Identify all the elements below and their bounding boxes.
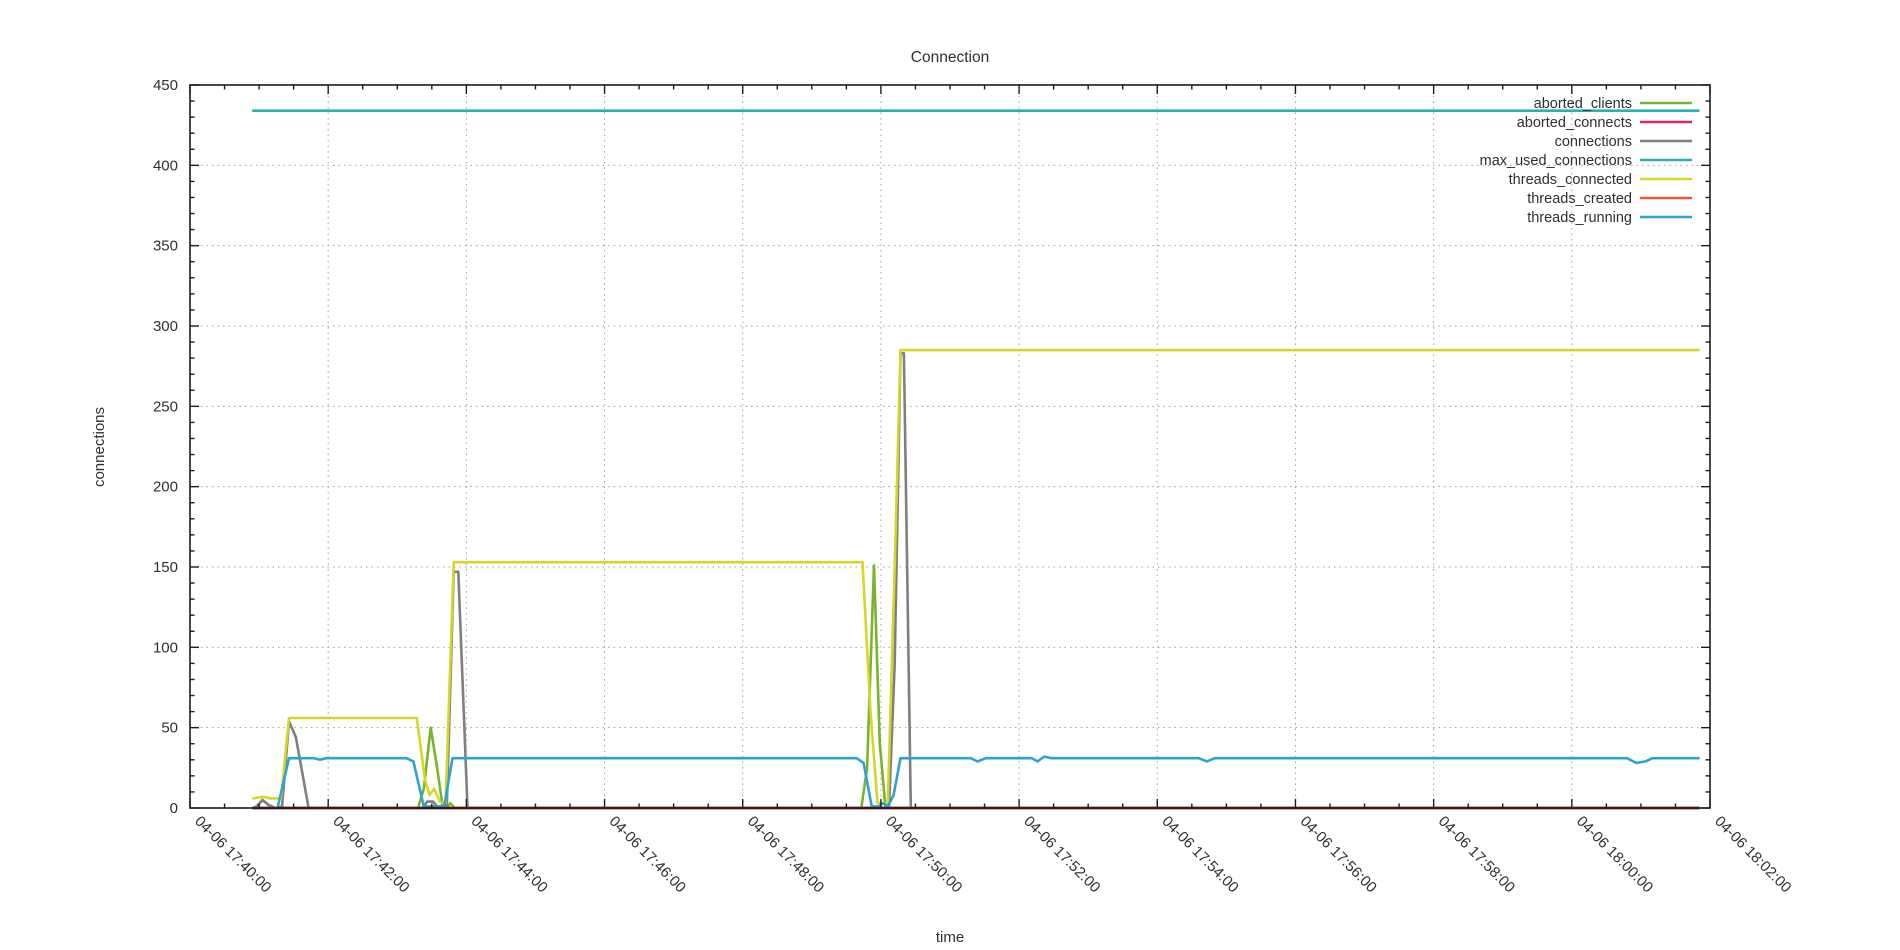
axes-and-ticks — [189, 84, 1711, 809]
legend-label: threads_running — [1527, 210, 1632, 226]
x-tick-label: 04-06 17:58:00 — [1435, 813, 1518, 896]
x-tick-label: 04-06 17:50:00 — [882, 813, 965, 896]
y-tick-label: 50 — [161, 720, 178, 737]
x-tick-label: 04-06 17:44:00 — [468, 813, 551, 896]
x-tick-label: 04-06 18:02:00 — [1711, 813, 1794, 896]
legend-label: aborted_clients — [1534, 96, 1632, 112]
series-line-aborted_clients — [252, 564, 1700, 810]
y-tick-label: 100 — [153, 639, 178, 656]
x-tick-label: 04-06 17:54:00 — [1158, 813, 1241, 896]
plot-border — [189, 84, 1711, 809]
legend-item-aborted_connects: aborted_connects — [1517, 115, 1692, 131]
x-tick-label: 04-06 17:46:00 — [606, 813, 689, 896]
chart-title: Connection — [911, 49, 989, 66]
x-tick-labels: 04-06 17:40:00 04-06 17:42:00 04-06 17:44:… — [191, 813, 1794, 896]
legend-item-threads_running: threads_running — [1527, 210, 1692, 226]
y-tick-label: 350 — [153, 238, 178, 255]
series-line-threads_running — [252, 755, 1700, 810]
legend-label: aborted_connects — [1517, 115, 1632, 131]
x-tick-label: 04-06 17:48:00 — [744, 813, 827, 896]
legend-item-threads_created: threads_created — [1527, 191, 1692, 207]
legend-label: threads_created — [1527, 191, 1632, 207]
legend-label: connections — [1555, 134, 1632, 150]
y-tick-label: 150 — [153, 559, 178, 576]
y-tick-label: 300 — [153, 318, 178, 335]
x-axis-label: time — [936, 929, 964, 946]
x-tick-label: 04-06 17:52:00 — [1020, 813, 1103, 896]
legend-item-aborted_clients: aborted_clients — [1534, 96, 1692, 112]
grid-lines — [190, 84, 1711, 808]
legend-item-threads_connected: threads_connected — [1509, 172, 1692, 188]
series-line-threads_connected — [252, 348, 1700, 805]
x-tick-label: 04-06 17:56:00 — [1297, 813, 1380, 896]
y-tick-label: 400 — [153, 157, 178, 174]
y-tick-label: 200 — [153, 479, 178, 496]
x-tick-label: 04-06 17:40:00 — [191, 813, 274, 896]
x-tick-label: 04-06 17:42:00 — [329, 813, 412, 896]
y-tick-label: 0 — [170, 800, 178, 817]
series-line-connections — [252, 351, 1700, 810]
legend-label: max_used_connections — [1480, 153, 1632, 169]
legend-label: threads_connected — [1509, 172, 1632, 188]
series-lines — [252, 109, 1700, 810]
y-tick-labels: 0 50 100 150 200 250 300 350 400 450 — [153, 77, 178, 817]
legend-item-connections: connections — [1555, 134, 1692, 150]
y-tick-label: 450 — [153, 77, 178, 94]
legend: aborted_clients aborted_connects connectio… — [1480, 96, 1692, 226]
y-axis-label: connections — [91, 407, 108, 487]
x-tick-label: 04-06 18:00:00 — [1573, 813, 1656, 896]
y-tick-label: 250 — [153, 398, 178, 415]
legend-item-max_used_connections: max_used_connections — [1480, 153, 1692, 169]
